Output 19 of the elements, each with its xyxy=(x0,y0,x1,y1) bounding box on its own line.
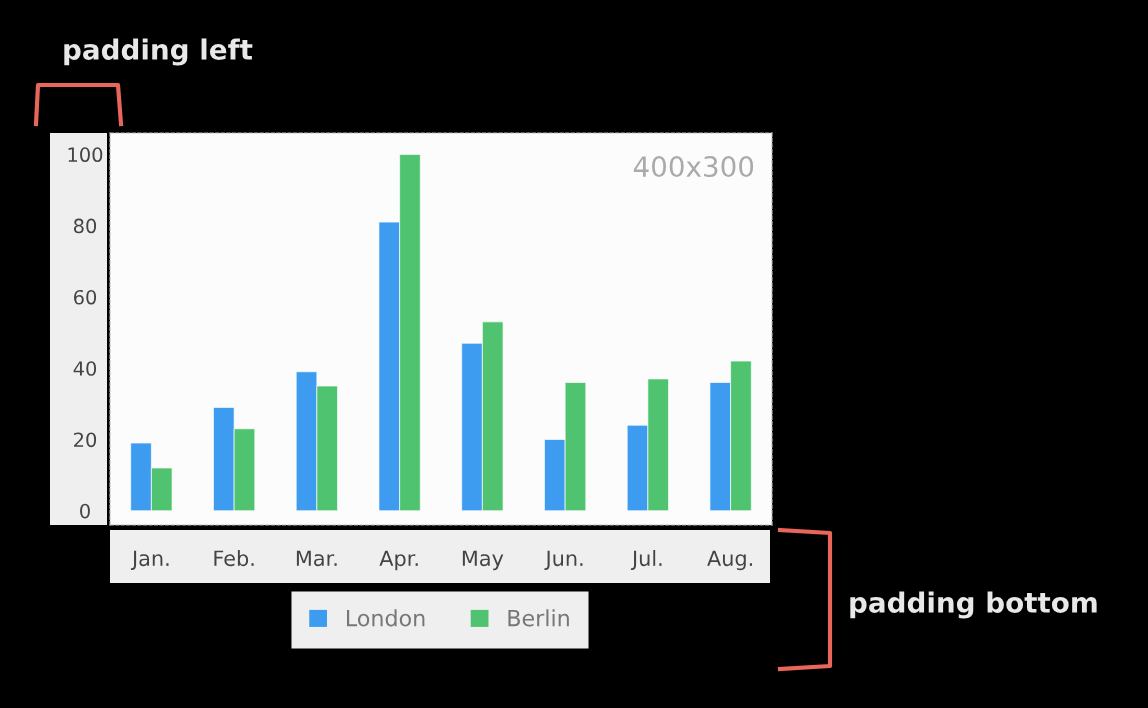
annotation: 400x300 xyxy=(633,156,754,178)
y-tick-label: 80 xyxy=(73,218,97,234)
text: padding bottom xyxy=(850,591,1097,619)
x-tick-label: Mar. xyxy=(296,550,337,567)
x-tick-label: Jul. xyxy=(630,550,662,570)
y-tick-label: 100 xyxy=(68,147,103,163)
y-tick-label: 20 xyxy=(74,432,97,448)
y-tick-label: 40 xyxy=(73,361,97,376)
y-tick-label: 60 xyxy=(73,289,97,305)
legend-label: Berlin xyxy=(508,609,569,627)
x-tick-label: Apr. xyxy=(379,550,418,571)
x-tick-label: Jan. xyxy=(130,550,169,570)
legend-label: London xyxy=(346,609,425,627)
x-tick-label: Aug. xyxy=(707,550,753,571)
text: padding left xyxy=(64,38,253,66)
y-tick-label: 0 xyxy=(80,503,90,519)
x-tick-label: Feb. xyxy=(214,550,254,567)
x-tick-label: May xyxy=(462,550,504,571)
x-tick-label: Jun. xyxy=(544,550,583,570)
